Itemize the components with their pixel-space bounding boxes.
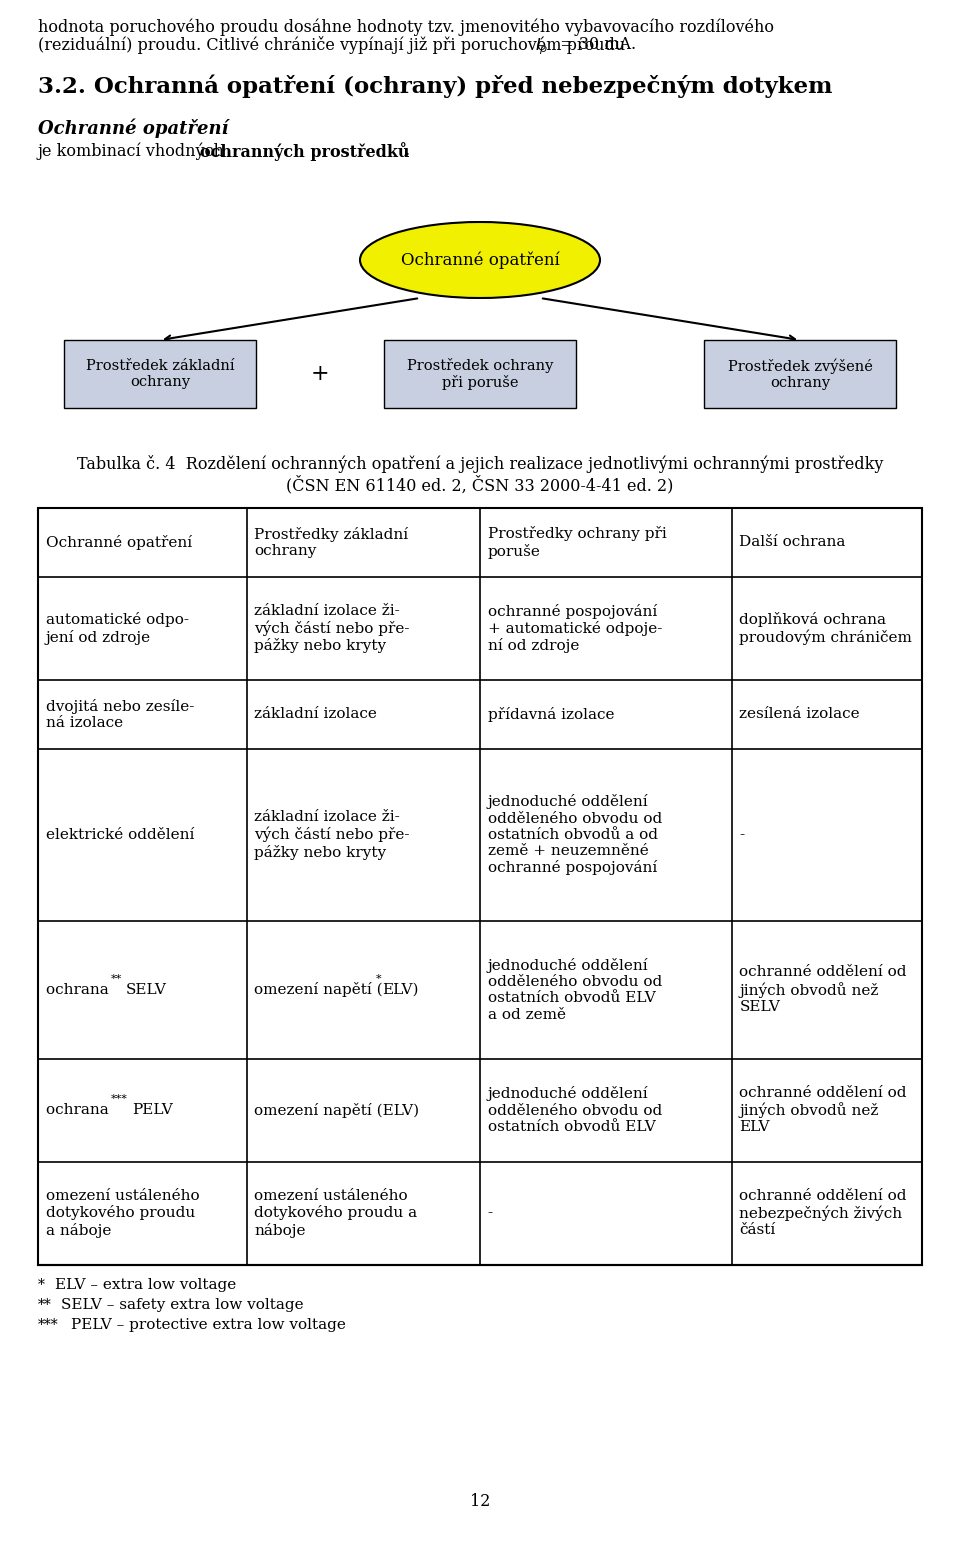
FancyBboxPatch shape [704, 339, 896, 407]
Text: (reziduální) proudu. Citlivé chrániče vypínají již při poruchovém proudu: (reziduální) proudu. Citlivé chrániče vy… [38, 35, 631, 54]
Text: doplňková ochrana
proudovým chráničem: doplňková ochrana proudovým chráničem [739, 613, 912, 645]
Text: omezení napětí (: omezení napětí ( [254, 983, 383, 997]
Text: automatické odpo-
jení od zdroje: automatické odpo- jení od zdroje [46, 613, 189, 645]
Text: -: - [488, 1207, 492, 1221]
Text: $\mathit{I}_{\mathit{p}}$: $\mathit{I}_{\mathit{p}}$ [535, 35, 548, 57]
Text: ochranné oddělení od
nebezpečných živých
částí: ochranné oddělení od nebezpečných živých… [739, 1190, 907, 1237]
Text: *: * [375, 974, 381, 984]
Text: ochranných prostředků: ochranných prostředků [200, 142, 410, 160]
Text: základní izolace ži-
vých částí nebo pře-
pážky nebo kryty: základní izolace ži- vých částí nebo pře… [254, 603, 410, 653]
Text: omezení ustáleného
dotykového proudu
a náboje: omezení ustáleného dotykového proudu a n… [46, 1190, 200, 1237]
Text: 3.2. Ochranná opatření (ochrany) před nebezpečným dotykem: 3.2. Ochranná opatření (ochrany) před ne… [38, 76, 832, 99]
Text: Ochranné opatření: Ochranné opatření [38, 117, 228, 137]
Text: Další ochrana: Další ochrana [739, 535, 846, 549]
FancyBboxPatch shape [384, 339, 576, 407]
Text: hodnota poruchového proudu dosáhne hodnoty tzv. jmenovitého vybavovacího rozdílo: hodnota poruchového proudu dosáhne hodno… [38, 19, 774, 35]
Text: SELV – safety extra low voltage: SELV – safety extra low voltage [61, 1298, 303, 1312]
Text: zesílená izolace: zesílená izolace [739, 707, 860, 722]
Text: = 30 mA.: = 30 mA. [555, 35, 636, 52]
Text: Prostředek základní
ochrany: Prostředek základní ochrany [85, 360, 234, 389]
Text: .: . [405, 142, 410, 159]
Text: Tabulka č. 4  Rozdělení ochranných opatření a jejich realizace jednotlivými ochr: Tabulka č. 4 Rozdělení ochranných opatře… [77, 455, 883, 495]
Text: elektrické oddělení: elektrické oddělení [46, 829, 194, 842]
FancyBboxPatch shape [64, 339, 256, 407]
Text: základní izolace ži-
vých částí nebo pře-
pážky nebo kryty: základní izolace ži- vých částí nebo pře… [254, 810, 410, 859]
Text: základní izolace: základní izolace [254, 707, 377, 722]
Text: ochrana: ochrana [46, 1103, 113, 1117]
Text: Ochranné opatření: Ochranné opatření [46, 535, 192, 549]
Text: ochranné oddělení od
jiných obvodů než
ELV: ochranné oddělení od jiných obvodů než E… [739, 1086, 907, 1134]
Text: jednoduché oddělení
odděleného obvodu od
ostatních obvodů ELV
a od země: jednoduché oddělení odděleného obvodu od… [488, 958, 662, 1021]
Text: omezení ustáleného
dotykového proudu a
náboje: omezení ustáleného dotykového proudu a n… [254, 1190, 418, 1237]
Text: ELV): ELV) [382, 983, 419, 997]
Text: Prostředky ochrany při
poruše: Prostředky ochrany při poruše [488, 526, 666, 559]
Text: +: + [311, 363, 329, 386]
Text: Prostředek zvýšené
ochrany: Prostředek zvýšené ochrany [728, 358, 873, 390]
Text: přídavná izolace: přídavná izolace [488, 707, 614, 722]
Text: ochranné oddělení od
jiných obvodů než
SELV: ochranné oddělení od jiných obvodů než S… [739, 966, 907, 1014]
Text: **: ** [38, 1298, 52, 1312]
Text: ELV – extra low voltage: ELV – extra low voltage [56, 1278, 236, 1291]
Ellipse shape [360, 222, 600, 298]
Text: **: ** [111, 974, 122, 984]
Text: PELV: PELV [132, 1103, 173, 1117]
Text: jednoduché oddělení
odděleného obvodu od
ostatních obvodů a od
země + neuzemněné: jednoduché oddělení odděleného obvodu od… [488, 795, 662, 875]
Text: ochrana: ochrana [46, 983, 113, 997]
Text: ***: *** [38, 1318, 59, 1332]
Text: Prostředky základní
ochrany: Prostředky základní ochrany [254, 526, 409, 559]
Text: Ochranné opatření: Ochranné opatření [400, 252, 560, 268]
Text: je kombinací vhodných: je kombinací vhodných [38, 142, 230, 159]
Text: ***: *** [111, 1094, 128, 1105]
Text: SELV: SELV [126, 983, 166, 997]
Text: PELV – protective extra low voltage: PELV – protective extra low voltage [71, 1318, 346, 1332]
Text: 12: 12 [469, 1494, 491, 1511]
Text: omezení napětí (ELV): omezení napětí (ELV) [254, 1103, 420, 1117]
Text: -: - [739, 829, 744, 842]
Text: jednoduché oddělení
odděleného obvodu od
ostatních obvodů ELV: jednoduché oddělení odděleného obvodu od… [488, 1086, 662, 1134]
Text: Prostředek ochrany
při poruše: Prostředek ochrany při poruše [407, 358, 553, 390]
Bar [38, 508, 922, 1265]
Text: ochranné pospojování
+ automatické odpoje-
ní od zdroje: ochranné pospojování + automatické odpoj… [488, 603, 662, 653]
Text: *: * [38, 1278, 45, 1291]
Text: dvojitá nebo zesíle-
ná izolace: dvojitá nebo zesíle- ná izolace [46, 699, 194, 730]
